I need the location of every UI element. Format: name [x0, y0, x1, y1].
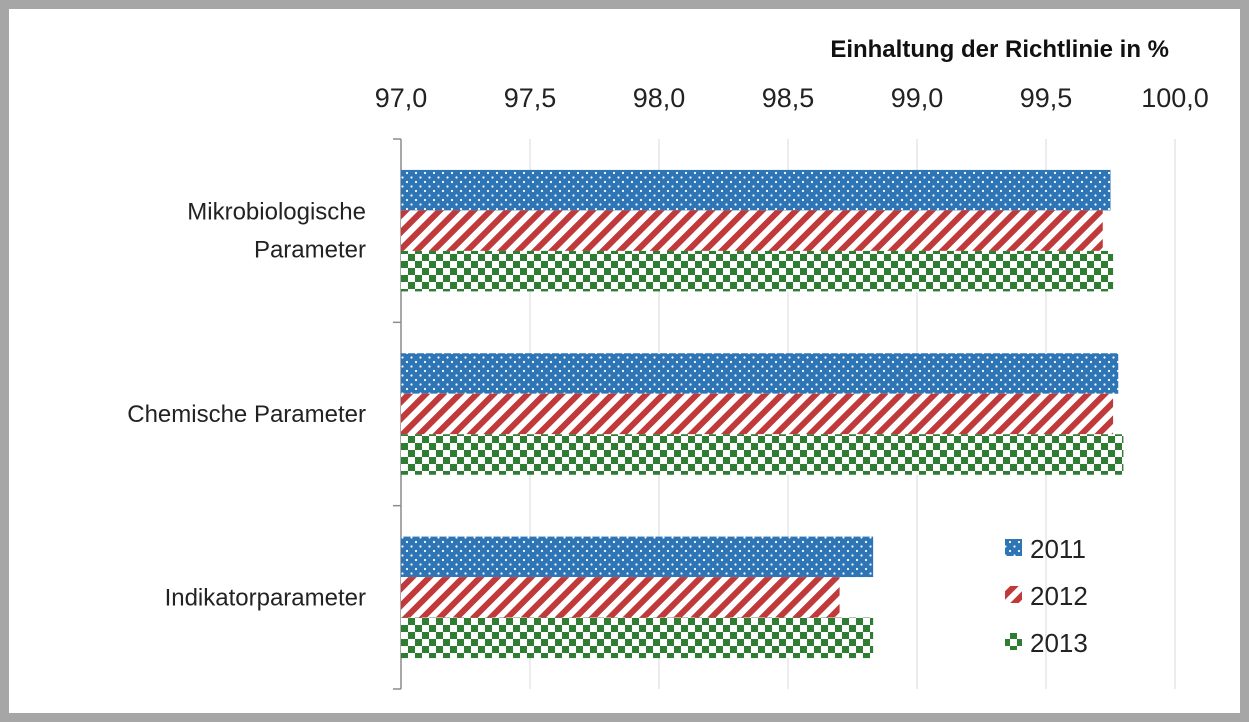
- legend-label: 2011: [1030, 534, 1086, 564]
- x-tick-label: 100,0: [1141, 83, 1209, 113]
- category-labels: Mikrobiologische Parameter Chemische Param…: [127, 199, 366, 612]
- x-tick-label: 97,5: [504, 83, 557, 113]
- legend-swatch-2012: [1005, 586, 1022, 603]
- legend-swatch-2011: [1005, 539, 1022, 556]
- x-tick-label: 99,5: [1020, 83, 1073, 113]
- x-axis-title: Einhaltung der Richtlinie in %: [830, 36, 1169, 63]
- bar-2011: [401, 169, 1111, 211]
- x-tick-label: 98,5: [762, 83, 815, 113]
- bar-2012: [401, 393, 1114, 435]
- x-tick-label: 97,0: [375, 83, 428, 113]
- bar-2013: [401, 617, 874, 659]
- bars: [401, 169, 1124, 659]
- legend-swatch-2013: [1005, 633, 1022, 650]
- x-axis-ticks: 97,0 97,5 98,0 98,5 99,0 99,5 100,0: [375, 83, 1209, 113]
- bar-2011: [401, 353, 1119, 394]
- bar-2013: [401, 250, 1114, 292]
- x-tick-label: 99,0: [891, 83, 944, 113]
- category-label: Chemische Parameter: [127, 401, 366, 428]
- category-label: Mikrobiologische Parameter: [187, 199, 366, 264]
- bar-2011: [401, 536, 874, 578]
- legend: 2011 2012 2013: [1005, 534, 1088, 658]
- bar-2013: [401, 434, 1124, 475]
- category-label: Indikatorparameter: [165, 584, 366, 611]
- legend-label: 2013: [1030, 628, 1088, 658]
- bar-2012: [401, 577, 840, 618]
- bar-2012: [401, 210, 1103, 251]
- legend-label: 2012: [1030, 581, 1088, 611]
- chart-frame: Einhaltung der Richtlinie in % 97,0 97,5 9…: [9, 9, 1240, 713]
- x-tick-label: 98,0: [633, 83, 686, 113]
- bar-chart: Einhaltung der Richtlinie in % 97,0 97,5 9…: [127, 36, 1209, 690]
